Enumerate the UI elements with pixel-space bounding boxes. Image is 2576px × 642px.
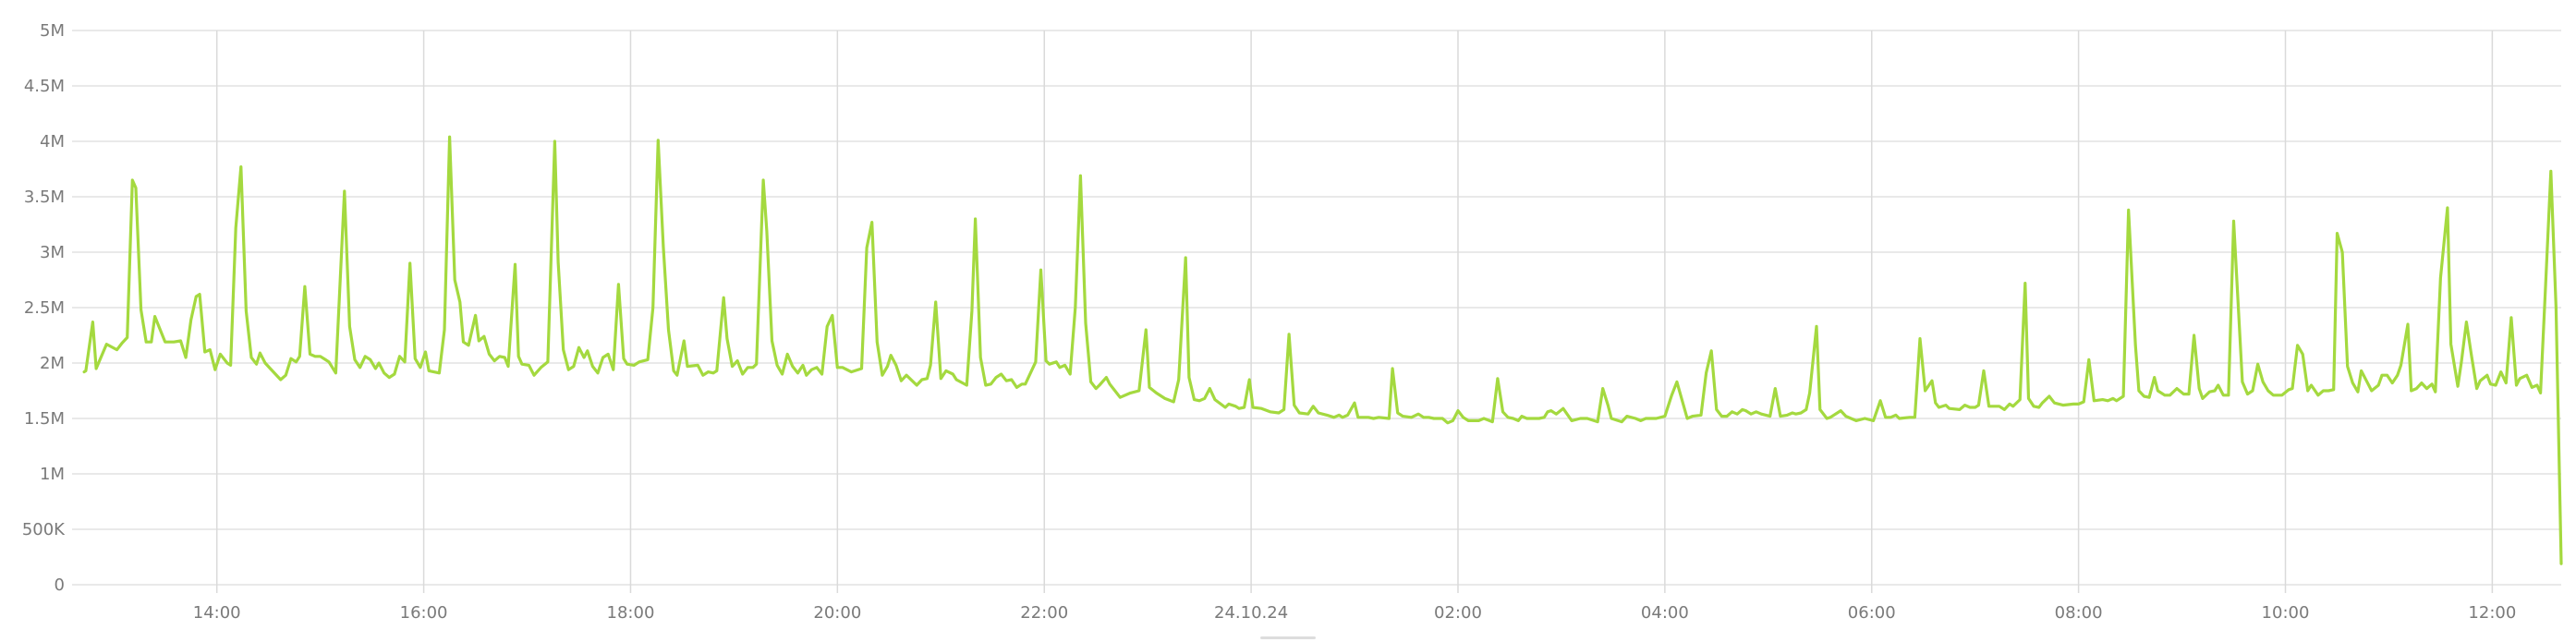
y-axis-tick-labels: 0 500K 1M 1.5M 2M 2.5M 3M 3.5M 4M 4.5M 5M: [22, 21, 66, 595]
series-group: [82, 135, 2563, 565]
scroll-handle[interactable]: [1260, 636, 1316, 639]
series-line: [82, 135, 2563, 565]
x-tick-label: 08:00: [2055, 603, 2103, 623]
y-tick-label: 4M: [40, 132, 65, 151]
y-tick-label: 5M: [40, 21, 65, 41]
x-tick-label: 18:00: [607, 603, 655, 623]
y-tick-label: 500K: [22, 520, 66, 539]
x-tick-label: 06:00: [1848, 603, 1896, 623]
x-tick-label: 02:00: [1434, 603, 1482, 623]
x-tick-label: 22:00: [1020, 603, 1068, 623]
y-tick-label: 1M: [40, 465, 65, 484]
x-tick-label: 12:00: [2468, 603, 2516, 623]
x-axis-tick-labels: 14:00 16:00 18:00 20:00 22:00 24.10.24 02:00 04…: [193, 603, 2517, 623]
y-tick-label: 2.5M: [24, 298, 65, 318]
x-tick-label: 14:00: [193, 603, 241, 623]
y-tick-label: 0: [55, 575, 65, 595]
x-tick-label: 24.10.24: [1214, 603, 1288, 623]
vertical-gridlines: [215, 30, 2494, 593]
x-tick-label: 20:00: [813, 603, 861, 623]
y-tick-label: 3.5M: [24, 188, 65, 207]
x-tick-label: 10:00: [2262, 603, 2310, 623]
x-tick-label: 04:00: [1641, 603, 1689, 623]
x-tick-label: 16:00: [400, 603, 448, 623]
y-tick-label: 1.5M: [24, 409, 65, 429]
y-tick-label: 2M: [40, 354, 65, 373]
y-tick-label: 4.5M: [24, 77, 65, 96]
horizontal-gridlines: [72, 30, 2561, 586]
y-tick-label: 3M: [40, 243, 65, 262]
